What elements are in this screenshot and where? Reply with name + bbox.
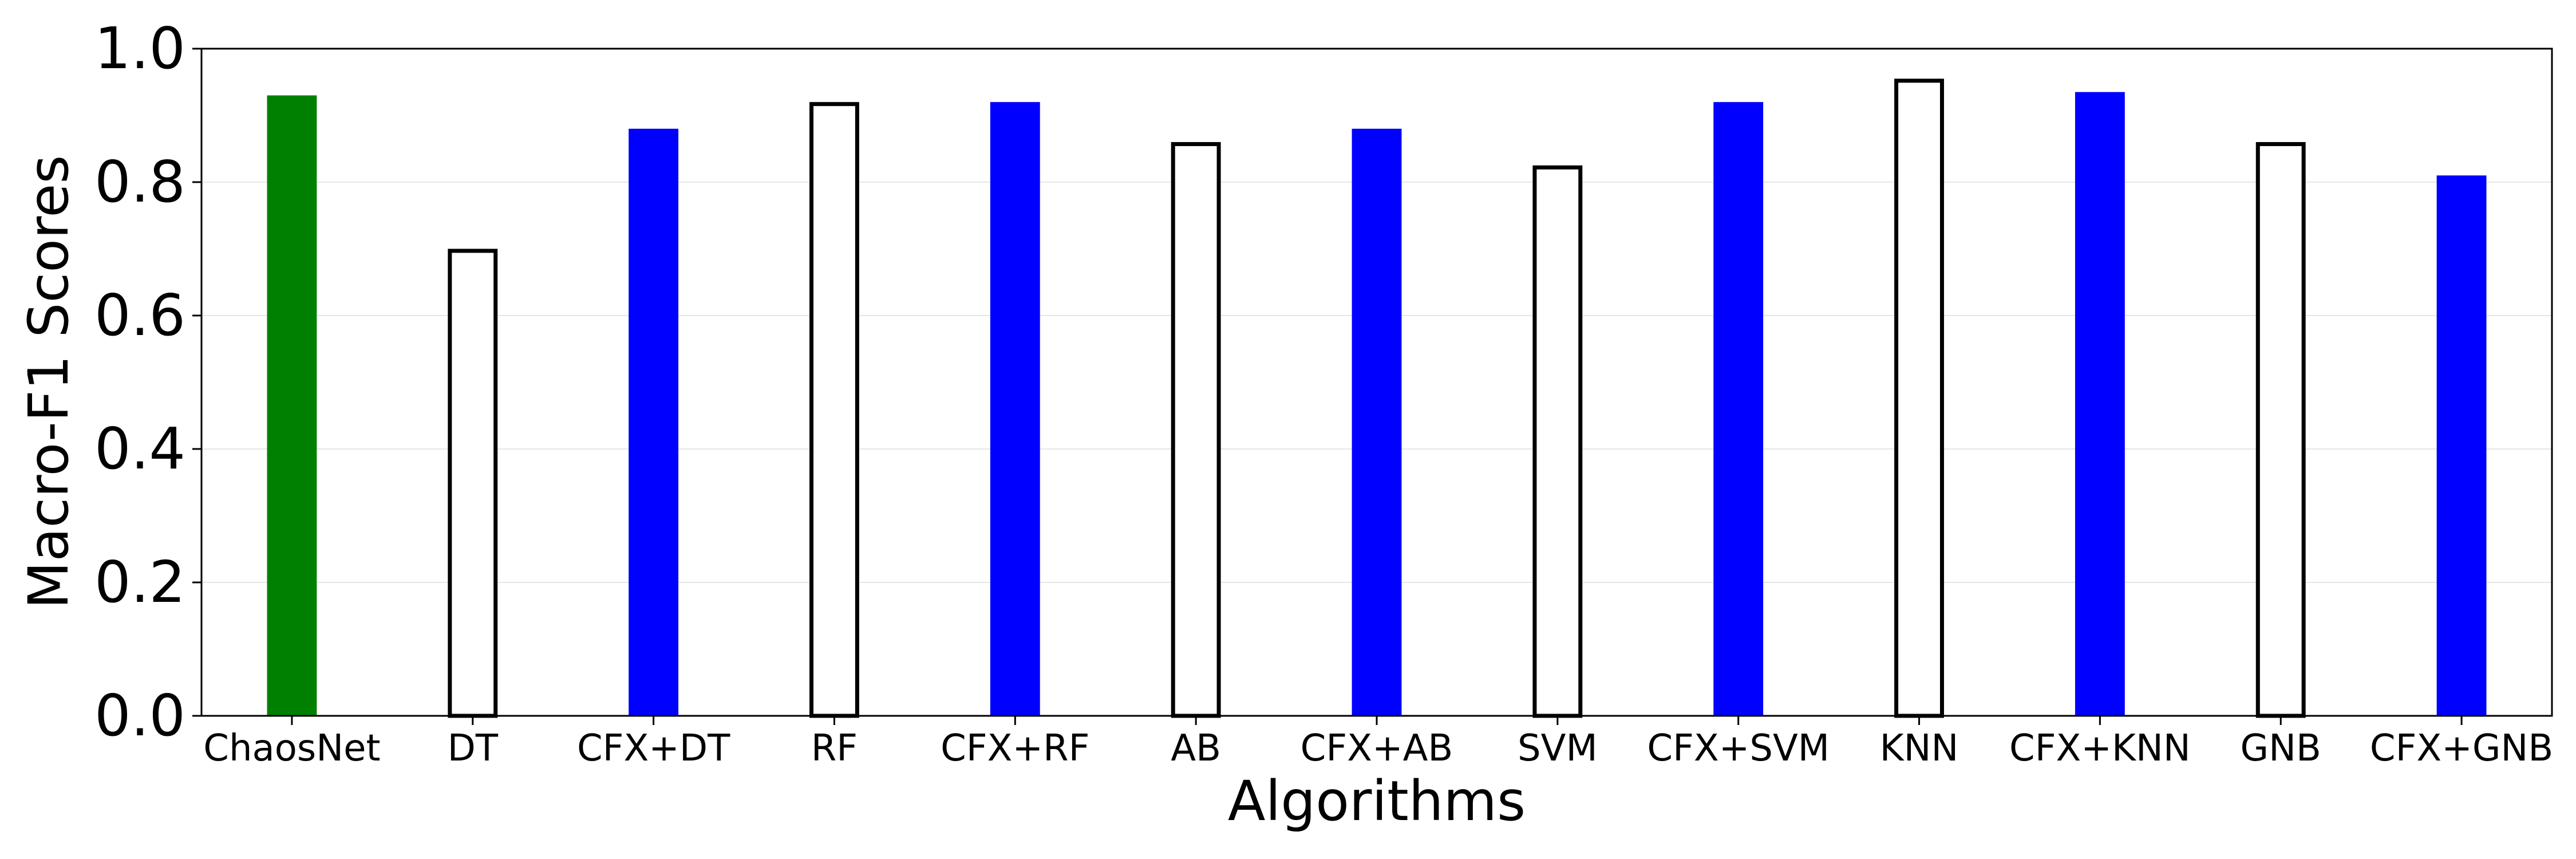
x-tick-label: CFX+DT	[577, 727, 730, 770]
y-axis-label: Macro-F1 Scores	[17, 155, 81, 609]
y-tick-label: 0.8	[94, 148, 185, 215]
bar-dt	[448, 249, 498, 718]
bar-knn	[1894, 78, 1944, 718]
x-tick-label: SVM	[1518, 727, 1598, 770]
bar-ab	[1171, 142, 1221, 718]
bar-cfx-svm	[1713, 102, 1764, 716]
x-tick-label: RF	[811, 727, 858, 770]
bar-chaosnet	[267, 95, 317, 716]
bar-cfx-rf	[990, 102, 1040, 716]
bar-cfx-gnb	[2436, 175, 2487, 716]
x-tick-label: ChaosNet	[203, 727, 380, 770]
y-tick-label: 1.0	[94, 15, 185, 82]
x-tick-label: KNN	[1880, 727, 1959, 770]
x-axis-label: Algorithms	[1228, 769, 1526, 833]
bar-cfx-dt	[629, 128, 679, 716]
bars	[267, 78, 2487, 718]
y-tick-label: 0.6	[94, 282, 185, 349]
x-tick-label: GNB	[2241, 727, 2321, 770]
x-axis-ticks: ChaosNet DT CFX+DT RF CFX+RF AB CFX+AB SVM CFX+S…	[203, 716, 2553, 770]
bar-cfx-knn	[2075, 92, 2125, 716]
x-tick-label: AB	[1171, 727, 1221, 770]
y-tick-label: 0.0	[94, 682, 185, 749]
x-tick-label: CFX+AB	[1301, 727, 1453, 770]
x-tick-label: DT	[448, 727, 499, 770]
x-tick-label: CFX+RF	[941, 727, 1089, 770]
x-tick-label: CFX+SVM	[1647, 727, 1830, 770]
bar-cfx-ab	[1352, 128, 1402, 716]
bar-rf	[809, 102, 859, 718]
y-tick-label: 0.4	[94, 415, 185, 482]
bar-svm	[1532, 165, 1583, 718]
y-axis-ticks: 0.0 0.2 0.4 0.6 0.8 1.0	[94, 15, 202, 749]
bar-gnb	[2255, 142, 2306, 718]
x-tick-label: CFX+GNB	[2370, 727, 2553, 770]
y-tick-label: 0.2	[94, 549, 185, 616]
x-tick-label: CFX+KNN	[2009, 727, 2191, 770]
